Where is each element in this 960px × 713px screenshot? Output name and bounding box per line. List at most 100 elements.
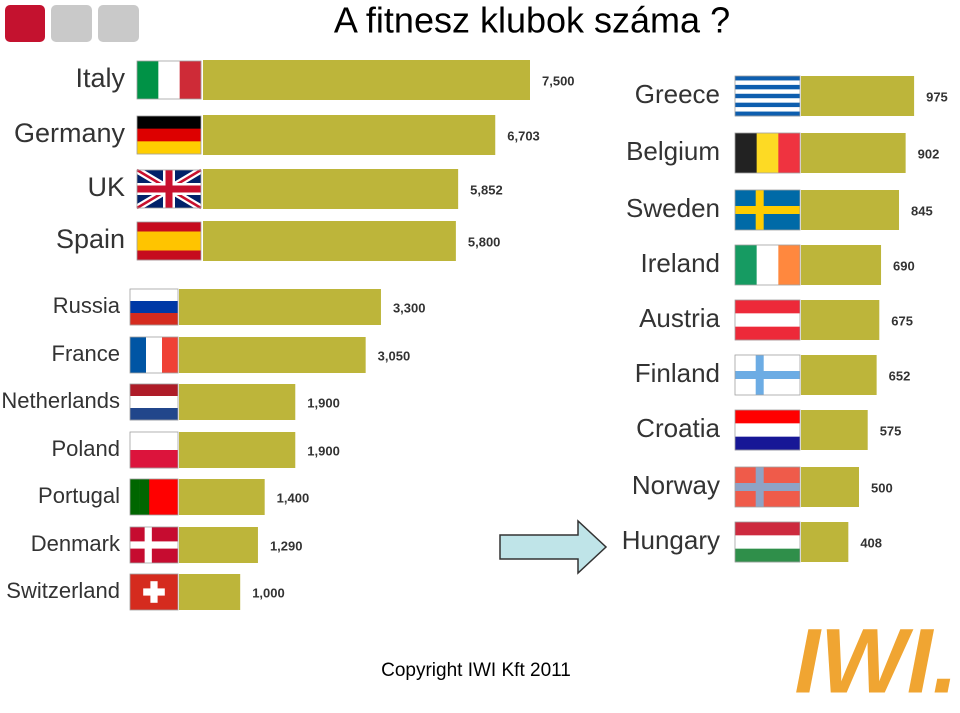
category-label: Switzerland [6, 578, 120, 603]
category-label: Ireland [641, 248, 721, 278]
flag-stripe [735, 548, 800, 563]
flag-stripe [130, 337, 147, 373]
flag-border [129, 573, 179, 611]
bar [801, 245, 882, 285]
value-label: 1,900 [307, 395, 340, 410]
flag-border [129, 288, 179, 326]
flag-stripe [139, 479, 150, 515]
bar [179, 574, 241, 610]
flag-stripe [137, 250, 201, 261]
flag-stripe [778, 133, 801, 173]
value-label: 975 [926, 89, 948, 104]
bar [179, 337, 366, 373]
flag-stripe [735, 80, 800, 86]
value-label: 6,703 [507, 128, 540, 143]
category-label: Austria [639, 303, 720, 333]
flag-stripe [735, 76, 800, 81]
flag-stripe [137, 141, 201, 155]
value-label: 845 [911, 203, 933, 218]
deco-square [51, 5, 92, 42]
title: A fitnesz klubok száma ? [334, 0, 730, 41]
category-label: Spain [56, 224, 125, 254]
flag-stripe [735, 371, 800, 379]
category-label: France [52, 341, 120, 366]
flag-stripe [137, 241, 201, 251]
category-label: Croatia [636, 413, 720, 443]
flag-stripe [735, 111, 800, 117]
flag-stripe [137, 231, 201, 242]
value-label: 1,400 [277, 490, 310, 505]
flag-stripe [735, 300, 800, 314]
flag-border [136, 169, 202, 209]
flag-stripe [146, 337, 163, 373]
value-label: 1,290 [270, 538, 303, 553]
flag-border [734, 354, 801, 396]
flag-stripe [735, 107, 800, 112]
flag-border [136, 60, 202, 100]
flag-border [136, 221, 202, 261]
category-label: Finland [635, 358, 720, 388]
flag-stripe [168, 479, 179, 515]
bar [801, 300, 880, 340]
category-label: UK [87, 172, 125, 202]
value-label: 675 [891, 313, 913, 328]
flag-stripe [735, 535, 800, 549]
flag-border [734, 521, 801, 563]
flag-stripe [735, 206, 800, 214]
flag-stripe [735, 522, 800, 536]
flag-stripe [735, 93, 800, 99]
flag-stripe [137, 128, 201, 142]
flag-border [734, 299, 801, 341]
flag-border [734, 466, 801, 508]
category-label: Portugal [38, 483, 120, 508]
flag-stripe [756, 245, 779, 285]
bar [179, 289, 381, 325]
flag-stripe [735, 133, 757, 173]
flag-stripe [149, 479, 160, 515]
flag-border [136, 115, 202, 155]
value-label: 3,300 [393, 300, 426, 315]
bar [801, 133, 906, 173]
flag-stripe [130, 479, 140, 515]
flag-stripe [735, 423, 800, 437]
flag-stripe [778, 245, 801, 285]
flag-stripe [158, 61, 180, 99]
flag-border [129, 383, 179, 421]
flag-border [129, 478, 179, 516]
category-label: Poland [51, 436, 120, 461]
flag-stripe [137, 222, 201, 232]
flag-stripe [137, 61, 159, 99]
flag-stripe [130, 396, 178, 409]
flag-border [734, 189, 801, 231]
value-label: 3,050 [378, 348, 411, 363]
value-label: 575 [880, 423, 902, 438]
flag-stripe [165, 170, 173, 208]
bar [179, 479, 265, 515]
flag-stripe [130, 432, 178, 451]
deco-square [5, 5, 45, 42]
flag-border [734, 244, 801, 286]
category-label: Hungary [622, 525, 720, 555]
bar [801, 76, 915, 116]
logo: IWI. [794, 610, 958, 712]
category-label: Russia [53, 293, 121, 318]
bar [801, 410, 868, 450]
flag-stripe [130, 541, 178, 549]
bar [179, 384, 296, 420]
flag-stripe [735, 436, 800, 451]
flag-stripe [130, 384, 178, 397]
category-label: Denmark [31, 531, 121, 556]
flag-stripe [735, 84, 800, 90]
category-label: Sweden [626, 193, 720, 223]
value-label: 902 [918, 146, 940, 161]
bar [801, 467, 859, 507]
copyright: Copyright IWI Kft 2011 [381, 660, 571, 681]
flag-stripe [735, 313, 800, 327]
flag-stripe [137, 116, 201, 129]
charts: Italy 7,500 Germany 6,703 UK 5,852 Spain 5,800 R… [1, 60, 948, 611]
flag-stripe [130, 450, 178, 469]
bar [179, 527, 258, 563]
bar [203, 169, 459, 209]
flag-stripe [130, 313, 178, 326]
flag-border [129, 526, 179, 564]
